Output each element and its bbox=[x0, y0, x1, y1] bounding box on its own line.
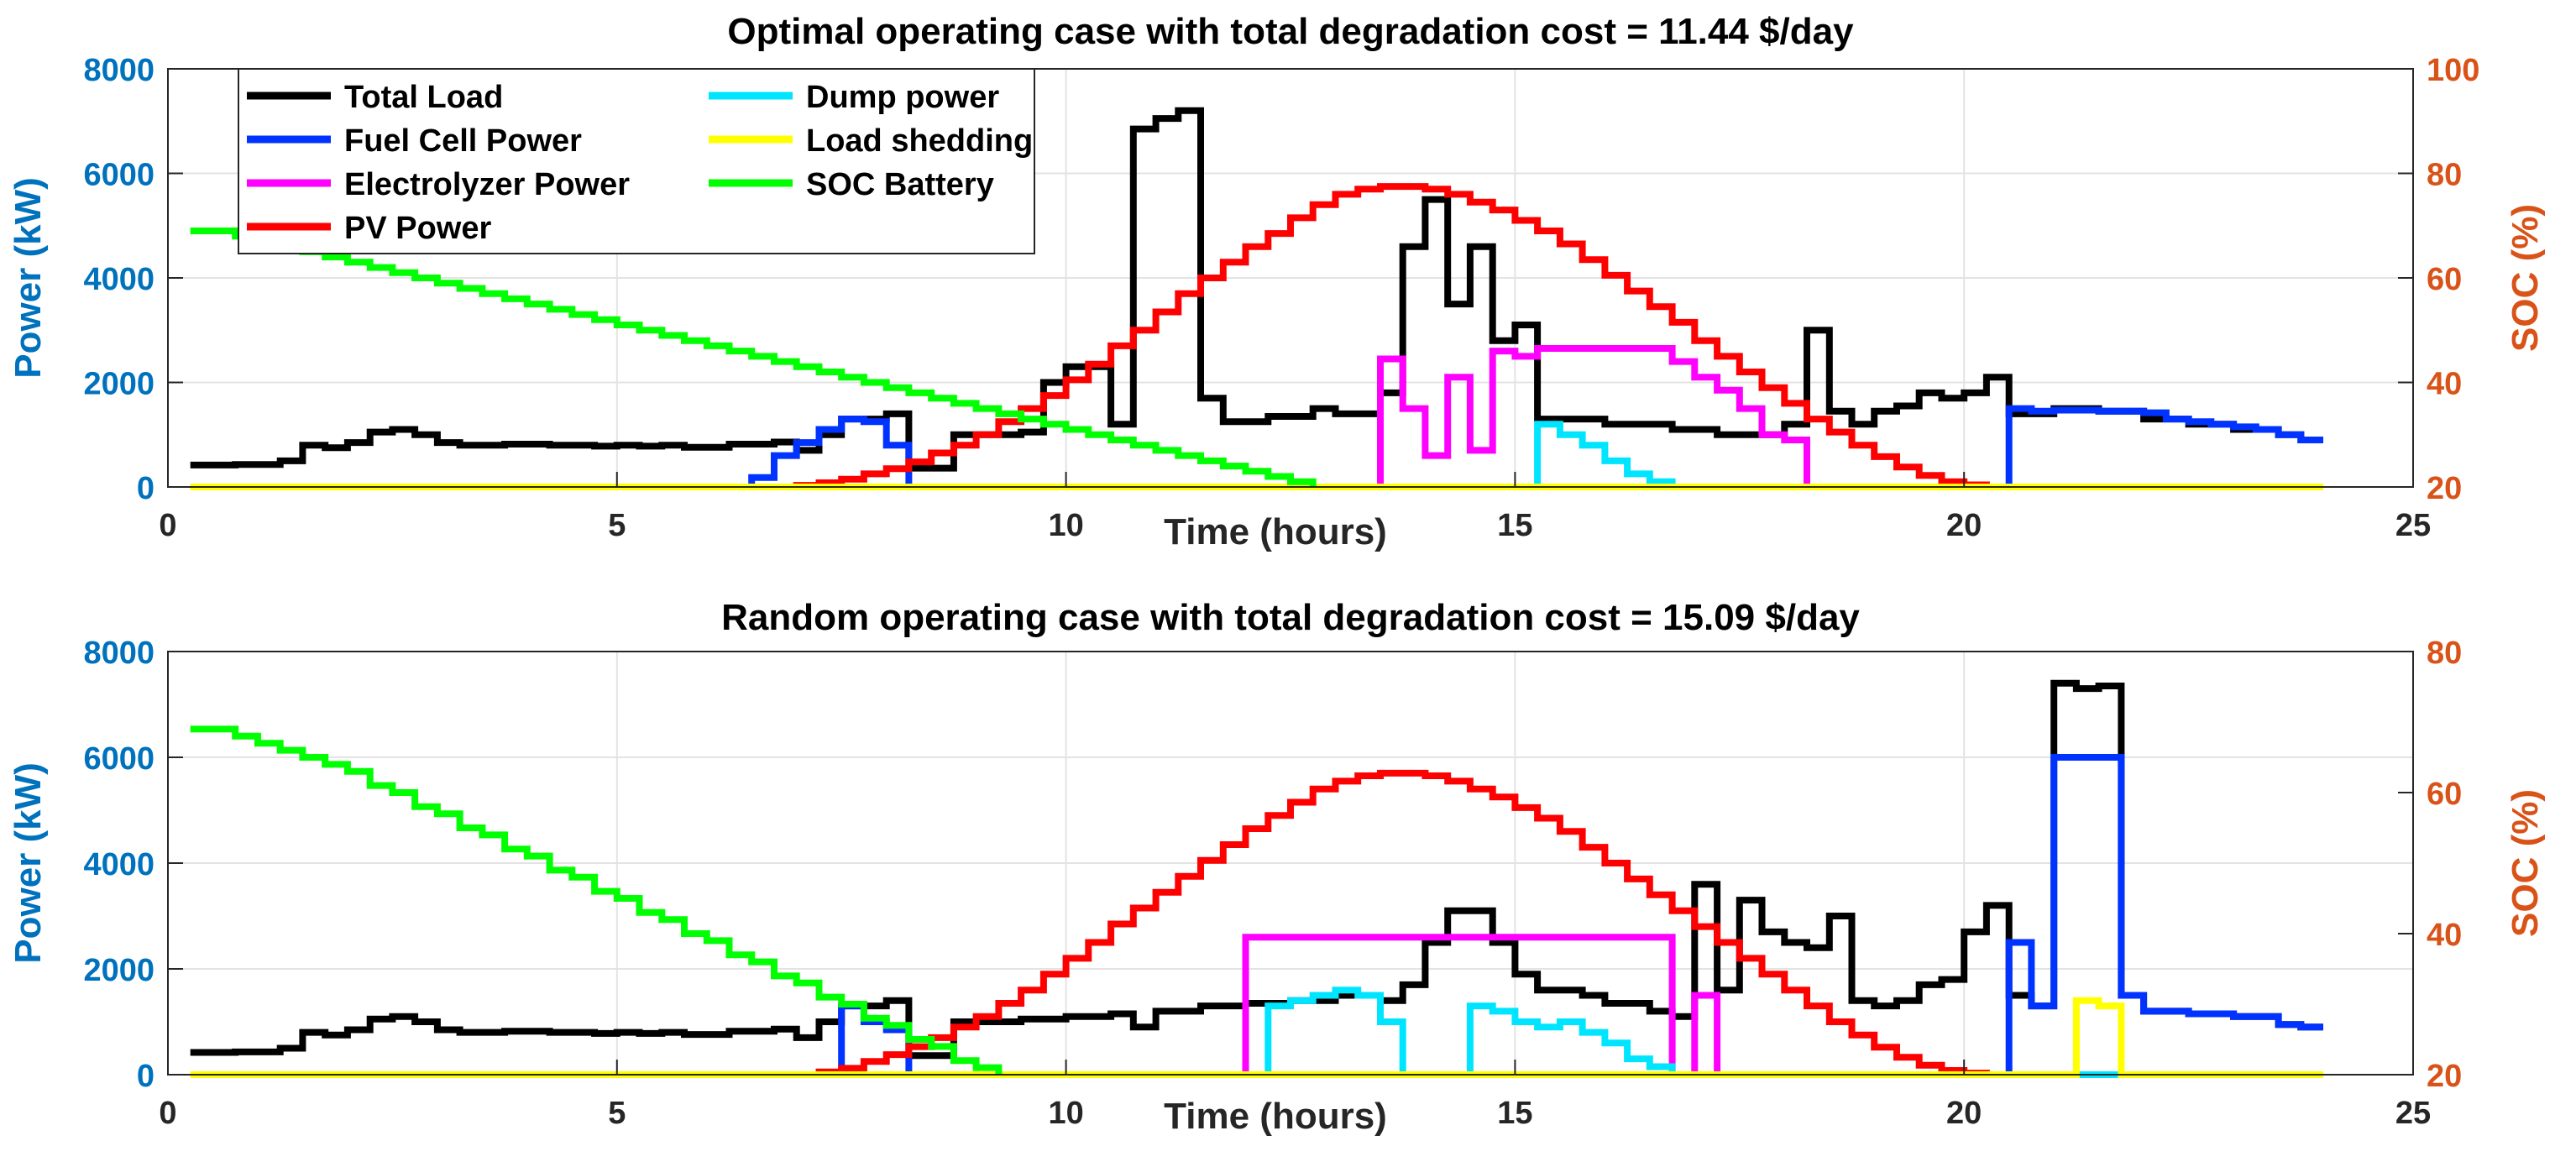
legend-label: Fuel Cell Power bbox=[344, 123, 582, 159]
legend-item-total-load: Total Load bbox=[247, 80, 503, 115]
legend-item-dump-power: Dump power bbox=[709, 80, 999, 115]
y-axis-right: 20 40 60 80 100 bbox=[2398, 53, 2479, 506]
y-tick-label: 6000 bbox=[83, 158, 154, 193]
legend-label: SOC Battery bbox=[806, 167, 994, 202]
series-electrolyzer-power bbox=[1358, 345, 1810, 490]
y2-tick-label: 20 bbox=[2427, 1059, 2462, 1094]
series-total-load bbox=[190, 679, 2323, 1060]
y2-tick-label: 60 bbox=[2427, 777, 2462, 812]
y-tick-label: 2000 bbox=[83, 953, 154, 988]
legend-item-load-shedding: Load shedding bbox=[709, 123, 1033, 159]
series-dump-power bbox=[1515, 421, 1676, 490]
x-tick-label: 10 bbox=[1048, 508, 1083, 543]
y2-tick-label: 80 bbox=[2427, 158, 2462, 193]
series-electrolyzer-power bbox=[1223, 934, 1721, 1078]
series-soc-battery bbox=[190, 725, 1003, 1075]
y2-tick-label: 20 bbox=[2427, 471, 2462, 506]
y-tick-label: 8000 bbox=[83, 636, 154, 671]
x-tick-label: 25 bbox=[2395, 1096, 2431, 1131]
y-tick-label: 4000 bbox=[83, 847, 154, 882]
x-axis-label: Time (hours) bbox=[1164, 1096, 1387, 1137]
series-dump-power bbox=[1245, 987, 2122, 1078]
x-tick-label: 25 bbox=[2395, 508, 2431, 543]
x-tick-label: 5 bbox=[608, 508, 626, 543]
x-tick-label: 0 bbox=[159, 508, 176, 543]
chart-title: Optimal operating case with total degrad… bbox=[727, 11, 1854, 52]
y-tick-label: 0 bbox=[137, 471, 154, 506]
y-axis-left: 0 2000 4000 6000 8000 bbox=[83, 636, 183, 1094]
chart-title: Random operating case with total degrada… bbox=[721, 597, 1860, 638]
legend: Total Load Fuel Cell Power Electrolyzer Po… bbox=[238, 68, 1035, 254]
y2-tick-label: 80 bbox=[2427, 636, 2462, 671]
series-soc-battery bbox=[190, 228, 1317, 487]
y-axis-label-right: SOC (%) bbox=[2505, 204, 2546, 352]
y-tick-label: 4000 bbox=[83, 262, 154, 297]
x-tick-label: 15 bbox=[1497, 508, 1532, 543]
x-tick-label: 20 bbox=[1946, 1096, 1982, 1131]
y-axis-right: 20 40 60 80 bbox=[2398, 636, 2462, 1094]
legend-item-pv-power: PV Power bbox=[247, 211, 491, 246]
y-axis-label-left: Power (kW) bbox=[8, 762, 49, 964]
y-axis-label-right: SOC (%) bbox=[2505, 789, 2546, 937]
legend-label: Total Load bbox=[344, 80, 503, 115]
series-pv-power bbox=[796, 769, 1990, 1078]
legend-label: Load shedding bbox=[806, 123, 1033, 159]
x-axis: 0 5 10 15 20 25 bbox=[159, 472, 2431, 543]
legend-label: Dump power bbox=[806, 80, 999, 115]
y2-tick-label: 40 bbox=[2427, 367, 2462, 402]
legend-item-fuel-cell-power: Fuel Cell Power bbox=[247, 123, 582, 159]
y-tick-label: 2000 bbox=[83, 367, 154, 402]
y-axis-left: 0 2000 4000 6000 8000 bbox=[83, 53, 183, 506]
series-pv-power bbox=[751, 183, 1990, 490]
x-tick-label: 10 bbox=[1048, 1096, 1083, 1131]
y-tick-label: 8000 bbox=[83, 53, 154, 88]
legend-label: PV Power bbox=[344, 211, 491, 246]
y-tick-label: 6000 bbox=[83, 741, 154, 777]
series-fuel-cell-power bbox=[819, 754, 2323, 1078]
legend-item-soc-battery: SOC Battery bbox=[709, 167, 994, 202]
x-tick-label: 15 bbox=[1497, 1096, 1532, 1131]
x-tick-label: 20 bbox=[1946, 508, 1982, 543]
y2-tick-label: 100 bbox=[2427, 53, 2479, 88]
y-axis-label-left: Power (kW) bbox=[8, 177, 49, 379]
series-total-load bbox=[190, 107, 2323, 472]
y-tick-label: 0 bbox=[137, 1059, 154, 1094]
legend-item-electrolyzer-power: Electrolyzer Power bbox=[247, 167, 630, 202]
x-axis-label: Time (hours) bbox=[1164, 511, 1387, 552]
x-tick-label: 5 bbox=[608, 1096, 626, 1131]
legend-label: Electrolyzer Power bbox=[344, 167, 630, 202]
x-axis: 0 5 10 15 20 25 bbox=[159, 1060, 2431, 1131]
legend-box bbox=[238, 68, 1035, 254]
y2-tick-label: 40 bbox=[2427, 918, 2462, 953]
series-fuel-cell-power bbox=[729, 405, 2323, 490]
y2-tick-label: 60 bbox=[2427, 262, 2462, 297]
x-tick-label: 0 bbox=[159, 1096, 176, 1131]
